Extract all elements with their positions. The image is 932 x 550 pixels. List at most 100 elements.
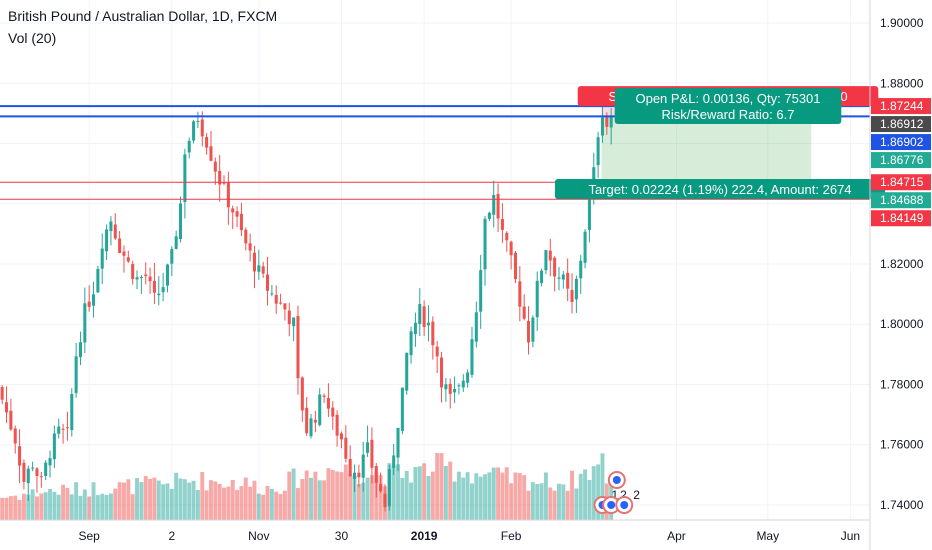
volume-bar xyxy=(139,482,144,520)
candle-body xyxy=(587,196,591,230)
candle-body xyxy=(92,294,96,306)
pnl-label-bg xyxy=(614,88,842,125)
volume-bar xyxy=(282,490,287,520)
volume-bar xyxy=(339,472,344,520)
volume-bar xyxy=(491,467,496,520)
volume-bar xyxy=(404,470,409,520)
candle-body xyxy=(9,410,13,430)
volume-bar xyxy=(348,473,353,520)
volume-bar xyxy=(48,488,52,520)
candle-body xyxy=(226,182,230,208)
volume-bar xyxy=(21,493,26,520)
volume-bar xyxy=(117,482,122,520)
volume-bar xyxy=(470,483,474,520)
volume-bar xyxy=(557,483,561,520)
volume-bar xyxy=(309,477,313,520)
volume-bar xyxy=(8,496,13,520)
candle-body xyxy=(326,398,330,409)
candle-body xyxy=(574,278,578,300)
candle-body xyxy=(131,264,135,280)
x-tick-label: May xyxy=(756,529,779,543)
target-label-text: Target: 0.02224 (1.19%) 222.4, Amount: 2… xyxy=(588,182,851,197)
candle-body xyxy=(22,462,26,482)
volume-bar xyxy=(156,480,161,520)
volume-bar xyxy=(226,486,231,520)
x-tick-label: Apr xyxy=(667,529,686,543)
volume-bar xyxy=(230,480,235,520)
volume-bar xyxy=(74,482,79,520)
candle-body xyxy=(83,303,87,343)
candle-body xyxy=(113,224,117,239)
candlesticks xyxy=(0,100,613,512)
candle-body xyxy=(392,455,396,468)
candle-body xyxy=(157,293,161,296)
candle-body xyxy=(318,394,322,426)
y-tick-label: 1.90000 xyxy=(880,16,924,30)
candle-body xyxy=(39,476,43,478)
y-tick-label: 1.80000 xyxy=(880,317,924,331)
candle-body xyxy=(126,257,130,262)
volume-bar xyxy=(548,487,553,520)
volume-bar xyxy=(222,487,226,520)
volume-bar xyxy=(461,477,466,520)
volume-bar xyxy=(82,489,87,520)
volume-bar xyxy=(591,466,596,520)
candle-body xyxy=(187,140,191,153)
volume-bar xyxy=(304,470,309,520)
volume-bar xyxy=(300,479,305,520)
volume-bar xyxy=(52,491,57,520)
symbol-legend[interactable]: British Pound / Australian Dollar, 1D, F… xyxy=(8,8,278,24)
candle-body xyxy=(387,469,391,507)
candle-body xyxy=(370,439,374,468)
volume-legend[interactable]: Vol (20) xyxy=(8,30,57,46)
candle-body xyxy=(139,277,143,279)
volume-bars xyxy=(0,453,614,520)
volume-bar xyxy=(456,471,461,520)
candle-body xyxy=(100,248,104,269)
candle-body xyxy=(540,270,544,284)
candle-body xyxy=(105,229,109,252)
candle-body xyxy=(270,293,274,295)
volume-bar xyxy=(135,478,139,520)
volume-bar xyxy=(561,484,566,520)
price-tag-bg xyxy=(871,174,931,191)
candle-body xyxy=(379,483,383,492)
candle-body xyxy=(261,266,265,274)
candle-body xyxy=(296,315,300,379)
event-marker-dot xyxy=(607,501,616,509)
volume-bar xyxy=(513,472,518,520)
event-marker-label: 1 xyxy=(611,488,618,502)
volume-bar xyxy=(522,475,527,520)
volume-bar xyxy=(108,493,113,520)
candle-body xyxy=(179,203,183,240)
y-tick-label: 1.78000 xyxy=(880,377,924,391)
event-marker: 2 xyxy=(615,488,640,514)
volume-bar xyxy=(330,470,335,520)
target-zone xyxy=(601,116,812,184)
volume-bar xyxy=(596,464,601,520)
candle-body xyxy=(344,437,348,459)
candle-body xyxy=(218,170,222,185)
candle-body xyxy=(548,250,552,261)
candle-body xyxy=(244,229,248,244)
position-zones xyxy=(601,106,812,184)
candle-body xyxy=(257,265,261,272)
y-tick-label: 1.82000 xyxy=(880,257,924,271)
volume-bar xyxy=(39,493,44,520)
candle-body xyxy=(418,304,422,325)
volume-bar xyxy=(474,473,479,520)
candle-body xyxy=(435,346,439,357)
volume-bar xyxy=(452,481,457,520)
grid-lines xyxy=(0,0,870,520)
price-tag-bg xyxy=(871,152,931,169)
volume-bar xyxy=(269,488,274,520)
candle-body xyxy=(383,493,387,508)
price-tag: 1.84688 xyxy=(871,192,931,209)
event-marker-label: 2 xyxy=(633,488,640,502)
volume-bar xyxy=(378,475,383,520)
candle-body xyxy=(148,276,152,282)
y-tick-label: 1.88000 xyxy=(880,76,924,90)
volume-bar xyxy=(535,484,540,520)
candle-body xyxy=(196,120,200,122)
